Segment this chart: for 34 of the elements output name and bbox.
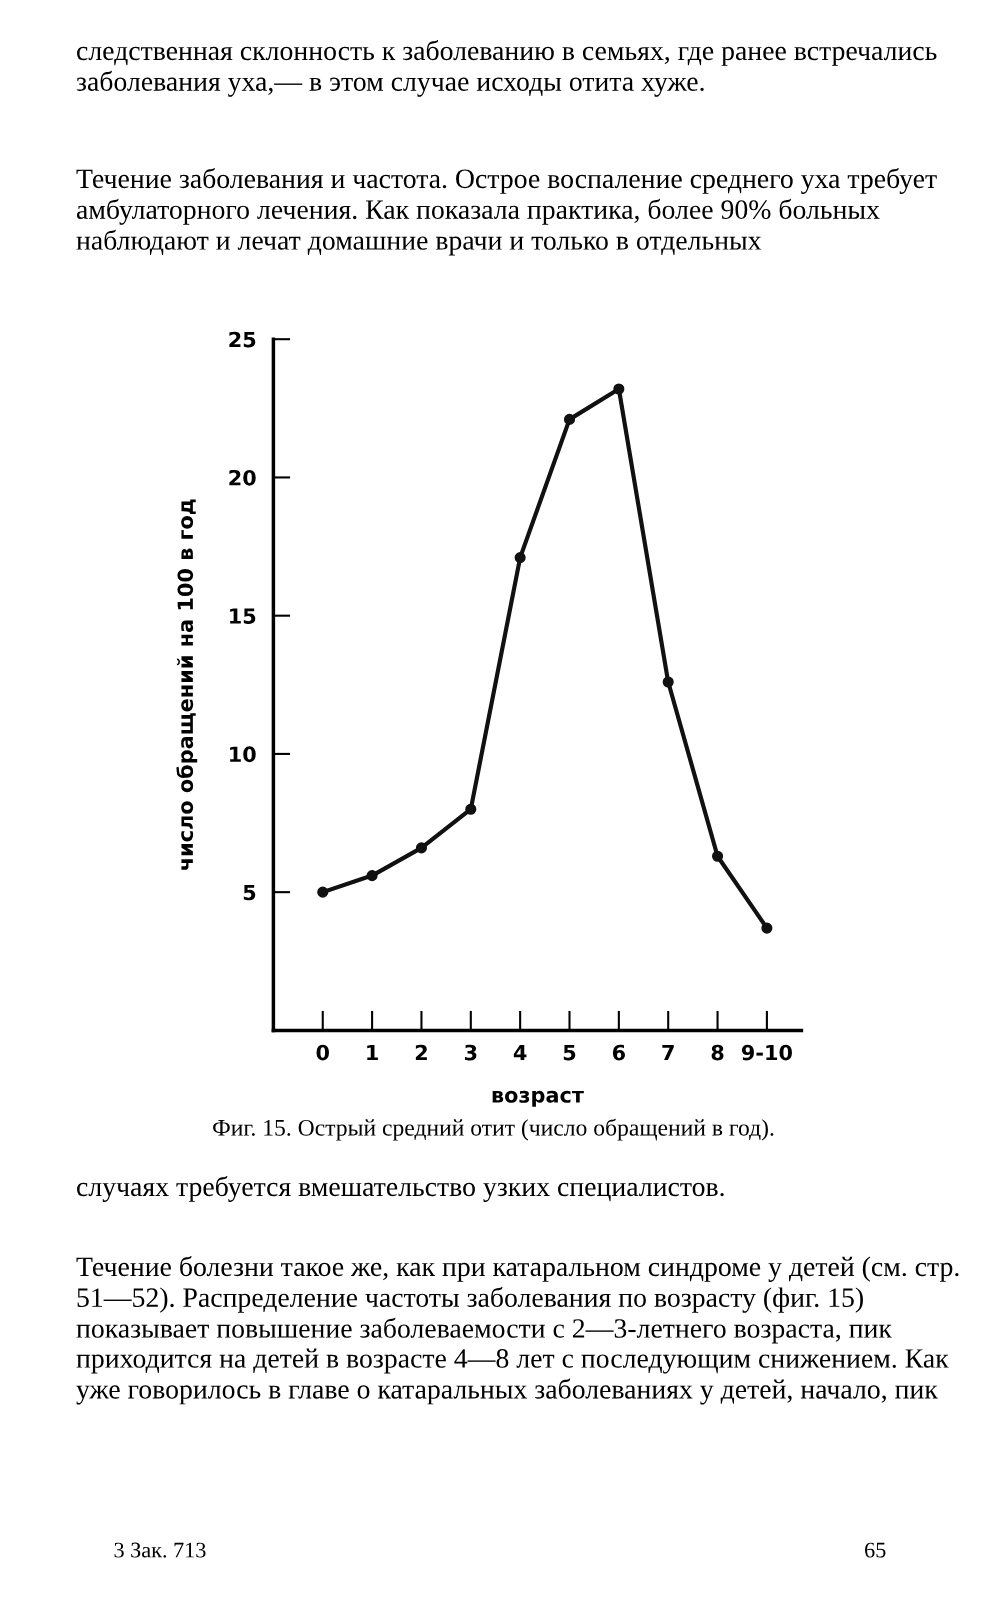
y-tick-label: 15 bbox=[230, 608, 256, 624]
x-tick-label: 5 bbox=[563, 1044, 576, 1061]
text: Течение болезни такое же, как при катаральном синдроме у детей (см. стр. 51—52). Распределение частоты заболевания по возрасту (фиг. 15) показывает повышение заболеваемости с 2—3-летнего возраста, пик приходится на детей в возрасте 4—8 лет с последующим снижением. Как уже говорилось в главе о катаральных заболеваниях у детей, начало, пик bbox=[76, 1256, 959, 1405]
text: Фиг. 15. Острый средний отит (число обращений в год). bbox=[213, 1118, 774, 1141]
x-axis-title: возраст bbox=[492, 1090, 584, 1107]
text: 3 Зак. 713 bbox=[114, 1542, 206, 1558]
text: Течение заболевания и частота. Острое воспаление среднего уха требует амбулаторного лечения. Как показала практика, более 90% больных наблюдают и лечат домашние врачи и только в отдельных bbox=[76, 168, 937, 256]
y-tick-label: 5 bbox=[243, 884, 256, 901]
x-tick-label: 2 bbox=[415, 1044, 427, 1061]
point bbox=[761, 922, 773, 934]
point bbox=[711, 850, 724, 862]
point bbox=[563, 413, 576, 425]
x-tick-label: 9-10 bbox=[741, 1044, 792, 1061]
point bbox=[514, 552, 526, 564]
x-tick-label: 0 bbox=[316, 1044, 329, 1061]
x-tick-label: 6 bbox=[612, 1044, 625, 1061]
point bbox=[465, 803, 477, 815]
text: следственная склонность к заболеванию в семьях, где ранее встречались заболевания уха,— в этом случае исходы отита хуже. bbox=[76, 40, 937, 97]
y-tick-label: 25 bbox=[229, 331, 256, 348]
y-tick-label: 20 bbox=[229, 469, 256, 486]
point bbox=[366, 870, 378, 882]
point bbox=[317, 886, 329, 898]
x-tick-label: 7 bbox=[662, 1044, 674, 1061]
text: случаях требуется вмешательство узких специалистов. bbox=[77, 1176, 724, 1202]
x-tick-label: 8 bbox=[711, 1044, 724, 1061]
y-axis-title: число обращений на 100 в год bbox=[176, 499, 198, 870]
x-tick-label: 4 bbox=[513, 1044, 527, 1061]
y-tick-label: 10 bbox=[230, 746, 256, 763]
text: 65 bbox=[865, 1542, 886, 1558]
point bbox=[662, 676, 674, 688]
point bbox=[613, 383, 625, 395]
point bbox=[415, 842, 428, 854]
x-tick-label: 3 bbox=[464, 1044, 477, 1061]
x-tick-label: 1 bbox=[367, 1044, 378, 1061]
